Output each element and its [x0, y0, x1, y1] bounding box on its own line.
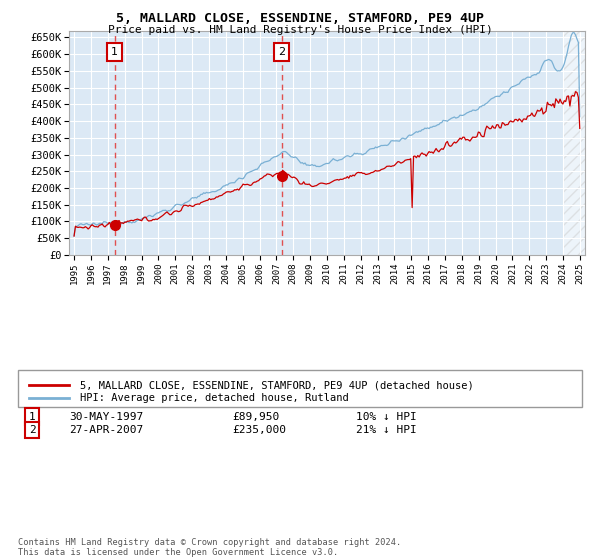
Text: £235,000: £235,000 — [232, 425, 286, 435]
Text: 1: 1 — [29, 412, 35, 422]
Text: 2: 2 — [29, 425, 35, 435]
Text: 1: 1 — [111, 47, 118, 57]
Text: 2: 2 — [278, 47, 286, 57]
Text: 5, MALLARD CLOSE, ESSENDINE, STAMFORD, PE9 4UP (detached house): 5, MALLARD CLOSE, ESSENDINE, STAMFORD, P… — [80, 380, 474, 390]
FancyBboxPatch shape — [18, 370, 582, 407]
Text: 10% ↓ HPI: 10% ↓ HPI — [356, 412, 417, 422]
Text: HPI: Average price, detached house, Rutland: HPI: Average price, detached house, Rutl… — [80, 394, 349, 404]
Text: 30-MAY-1997: 30-MAY-1997 — [69, 412, 143, 422]
Text: Contains HM Land Registry data © Crown copyright and database right 2024.
This d: Contains HM Land Registry data © Crown c… — [18, 538, 401, 557]
Text: £89,950: £89,950 — [232, 412, 280, 422]
Text: 27-APR-2007: 27-APR-2007 — [69, 425, 143, 435]
Text: Price paid vs. HM Land Registry's House Price Index (HPI): Price paid vs. HM Land Registry's House … — [107, 25, 493, 35]
Text: 21% ↓ HPI: 21% ↓ HPI — [356, 425, 417, 435]
Text: 5, MALLARD CLOSE, ESSENDINE, STAMFORD, PE9 4UP: 5, MALLARD CLOSE, ESSENDINE, STAMFORD, P… — [116, 12, 484, 25]
